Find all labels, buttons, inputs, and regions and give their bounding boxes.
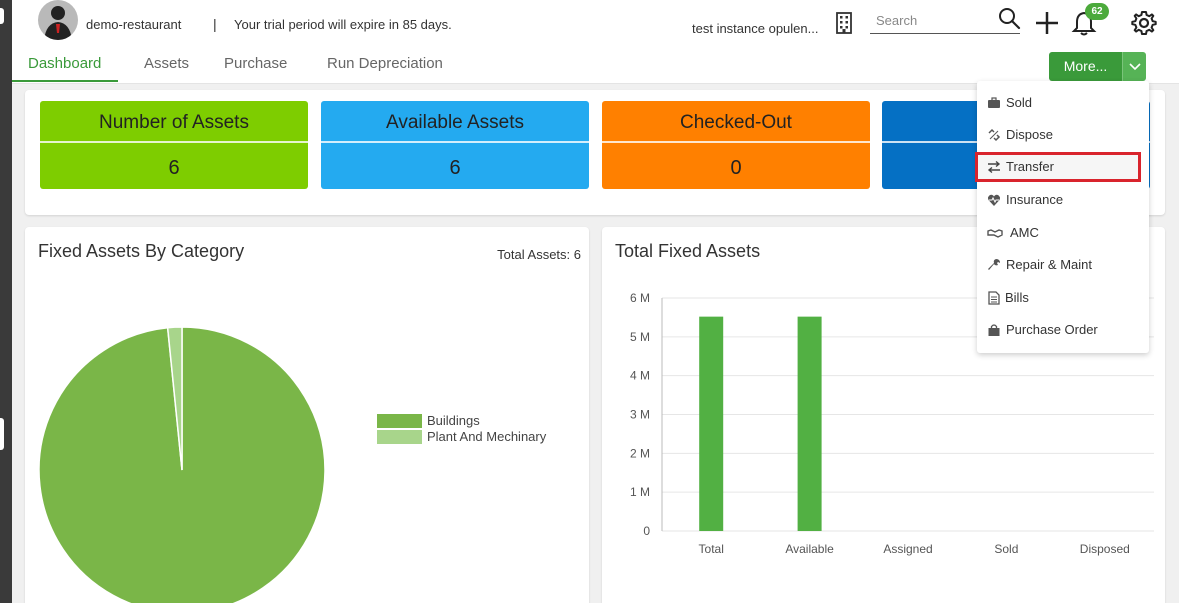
menu-item-label: Repair & Maint xyxy=(1006,257,1092,272)
stat-checked-out[interactable]: Checked-Out 0 xyxy=(602,101,870,189)
menu-item-label: Bills xyxy=(1005,290,1029,305)
document-icon xyxy=(988,291,1000,305)
exchange-icon xyxy=(987,160,1001,174)
tab-dashboard[interactable]: Dashboard xyxy=(12,52,119,82)
gear-icon[interactable] xyxy=(1131,10,1157,36)
menu-item-label: Insurance xyxy=(1006,192,1064,207)
legend-swatch xyxy=(377,414,422,428)
legend-swatch xyxy=(377,430,422,444)
stat-value: 6 xyxy=(168,157,180,179)
search-icon[interactable] xyxy=(997,6,1021,30)
chevron-down-icon xyxy=(1128,62,1141,70)
card-title: Total Fixed Assets xyxy=(615,241,761,261)
card-title: Fixed Assets By Category xyxy=(38,241,245,261)
menu-item-bills[interactable]: Bills xyxy=(977,283,1149,313)
menu-item-dispose[interactable]: Dispose xyxy=(977,120,1149,150)
main-area: demo-restaurant | Your trial period will… xyxy=(12,0,1179,603)
x-tick-label: Available xyxy=(785,542,834,556)
building-icon[interactable] xyxy=(835,12,853,34)
menu-item-label: Dispose xyxy=(1006,127,1053,142)
category-card: Fixed Assets By Category Total Assets: 6… xyxy=(25,227,589,603)
stat-label: Checked-Out xyxy=(602,101,870,143)
total-assets-bar-chart: 0 1 M 2 M 3 M 4 M 5 M 6 M Total Available Assigne… xyxy=(630,291,1154,556)
menu-item-label: Sold xyxy=(1006,95,1033,110)
stat-number-of-assets[interactable]: Number of Assets 6 xyxy=(40,101,308,189)
instance-name[interactable]: test instance opulen... xyxy=(692,21,819,36)
legend-label: Plant And Mechinary xyxy=(427,429,547,444)
pie-slice-buildings[interactable] xyxy=(38,326,326,603)
bar-total[interactable] xyxy=(699,316,724,531)
menu-item-purchase-order[interactable]: Purchase Order xyxy=(977,315,1149,345)
unlink-icon xyxy=(988,128,1001,142)
legend-item[interactable]: Buildings xyxy=(377,413,546,429)
y-tick-label: 1 M xyxy=(630,485,650,499)
header-separator: | xyxy=(213,16,217,32)
y-tick-label: 0 xyxy=(643,524,650,538)
more-button[interactable]: More... xyxy=(1049,52,1146,81)
shopping-bag-icon xyxy=(988,324,1000,336)
menu-item-label: Transfer xyxy=(1006,159,1054,174)
more-caret[interactable] xyxy=(1122,52,1146,81)
wrench-icon xyxy=(988,259,1000,270)
stat-label: Available Assets xyxy=(321,101,589,143)
tab-run-depreciation[interactable]: Run Depreciation xyxy=(327,55,443,72)
tab-assets[interactable]: Assets xyxy=(144,55,190,72)
category-pie-chart xyxy=(38,326,326,603)
sidebar-handle[interactable] xyxy=(0,418,4,450)
briefcase-icon xyxy=(988,97,1000,108)
y-tick-label: 5 M xyxy=(630,330,650,344)
sidebar-handle-top[interactable] xyxy=(0,8,4,24)
notification-badge[interactable]: 62 xyxy=(1085,3,1109,20)
x-tick-label: Assigned xyxy=(883,542,932,556)
menu-item-repair-maint[interactable]: Repair & Maint xyxy=(977,250,1149,280)
stat-available-assets[interactable]: Available Assets 6 xyxy=(321,101,589,189)
stat-label: Number of Assets xyxy=(40,101,308,143)
menu-item-sold[interactable]: Sold xyxy=(977,88,1149,118)
bar-available[interactable] xyxy=(797,316,822,531)
trial-notice: Your trial period will expire in 85 days… xyxy=(234,17,452,32)
more-button-label[interactable]: More... xyxy=(1049,52,1122,81)
avatar[interactable] xyxy=(38,0,78,40)
menu-item-label: Purchase Order xyxy=(1006,322,1098,337)
x-tick-label: Disposed xyxy=(1080,542,1130,556)
organization-name[interactable]: demo-restaurant xyxy=(86,17,182,32)
plus-icon[interactable] xyxy=(1035,11,1059,35)
x-tick-label: Total xyxy=(699,542,724,556)
menu-item-transfer[interactable]: Transfer xyxy=(975,152,1141,182)
menu-item-insurance[interactable]: Insurance xyxy=(977,185,1149,215)
pie-slice-plant-and-mechinary[interactable] xyxy=(166,326,183,471)
search-input[interactable] xyxy=(870,8,1020,34)
tab-purchase[interactable]: Purchase xyxy=(224,55,288,72)
pie-legend: Buildings Plant And Mechinary xyxy=(377,413,546,445)
x-tick-label: Sold xyxy=(994,542,1018,556)
stat-value: 6 xyxy=(449,157,461,179)
y-tick-label: 6 M xyxy=(630,291,650,305)
y-tick-label: 3 M xyxy=(630,408,650,422)
handshake-icon xyxy=(987,229,1003,238)
top-header: demo-restaurant | Your trial period will… xyxy=(12,0,1179,84)
app-sidebar-strip xyxy=(0,0,12,603)
menu-item-amc[interactable]: AMC xyxy=(977,218,1149,248)
stat-value: 0 xyxy=(730,157,742,179)
legend-label: Buildings xyxy=(427,413,480,428)
y-tick-label: 4 M xyxy=(630,369,650,383)
menu-item-label: AMC xyxy=(1010,225,1039,240)
user-avatar-icon xyxy=(44,6,72,40)
legend-item[interactable]: Plant And Mechinary xyxy=(377,429,546,445)
total-assets-label: Total Assets: 6 xyxy=(497,247,581,262)
y-tick-label: 2 M xyxy=(630,446,650,460)
more-menu: Sold Dispose Transfer Insurance AMC Repa… xyxy=(975,81,1149,353)
heartbeat-icon xyxy=(988,194,1000,206)
